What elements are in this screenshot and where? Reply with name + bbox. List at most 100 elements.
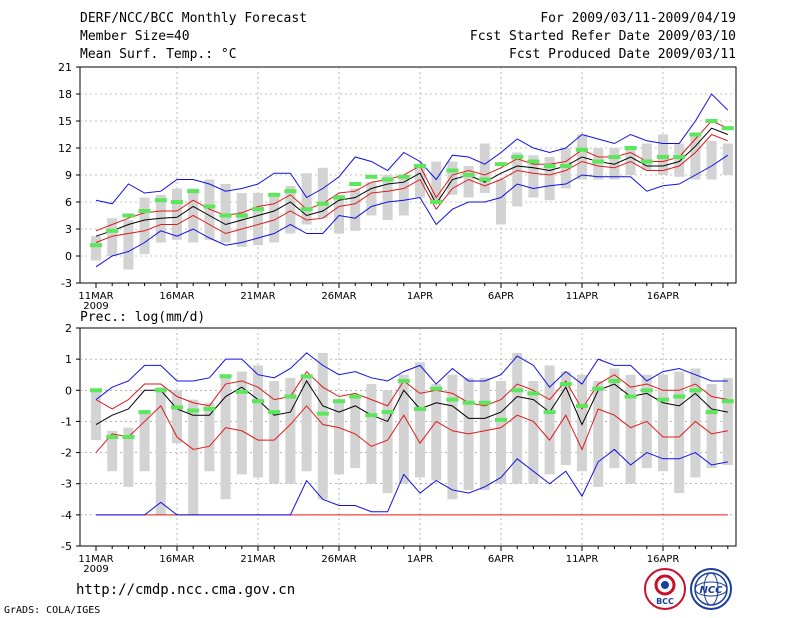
box-bar [544, 365, 555, 475]
mean-marker [90, 243, 102, 248]
box-bar [107, 430, 118, 472]
box-bar [334, 194, 344, 234]
mean-marker [430, 200, 443, 204]
mean-marker [333, 195, 345, 200]
y-tick-label: -3 [61, 277, 72, 290]
box-bar [690, 134, 701, 180]
box-bar [172, 390, 182, 444]
box-bar [463, 166, 474, 198]
mean-marker [721, 399, 734, 404]
mean-marker [673, 155, 686, 159]
mean-marker [252, 207, 264, 212]
y-tick-label: 3 [65, 223, 72, 236]
box-bar [366, 182, 377, 216]
y-tick-label: -1 [61, 415, 72, 428]
x-tick-label: 1APR [407, 554, 433, 565]
mean-marker [592, 159, 605, 164]
mean-marker [527, 159, 540, 164]
min-line [96, 448, 728, 516]
box-bar [172, 188, 182, 240]
lower-quartile-line [95, 133, 728, 243]
x-tick-label: 21MAR [240, 554, 275, 565]
mean-marker [138, 209, 151, 213]
mean-marker [284, 394, 297, 399]
y-tick-label: -5 [61, 540, 72, 553]
mean-marker [430, 386, 443, 391]
box-bar [658, 134, 668, 175]
source-url[interactable]: http://cmdp.ncc.cma.gov.cn [76, 582, 296, 598]
box-bar [398, 176, 409, 216]
mean-marker [640, 159, 653, 164]
box-bar [253, 365, 263, 478]
box-bar [641, 143, 652, 171]
mean-marker [219, 374, 232, 379]
box-bar [301, 173, 312, 225]
mean-marker [414, 406, 426, 411]
y-tick-label: 0 [65, 384, 72, 397]
y-tick-label: 18 [58, 88, 72, 101]
ncc-logo: NCC [690, 568, 732, 610]
mean-marker [495, 162, 507, 167]
box-bar [253, 193, 263, 246]
x-tick-label: 16MAR [159, 291, 194, 302]
y-tick-label: 2 [65, 322, 72, 335]
mean-marker [106, 228, 119, 233]
x-tick-label: 11MAR [78, 554, 113, 565]
precip-chart-title: Prec.: log(mm/d) [80, 310, 205, 325]
y-tick-label: -4 [61, 509, 72, 522]
box-bar [350, 188, 361, 231]
box-bar [609, 368, 620, 469]
upper-quartile-line [95, 120, 729, 232]
box-bar [706, 140, 717, 180]
mean-marker [721, 126, 734, 131]
box-bar [236, 371, 247, 475]
ncc-logo-text: NCC [699, 585, 723, 596]
y-tick-label: -3 [61, 478, 72, 491]
max-line [95, 93, 729, 205]
mean-marker [478, 400, 491, 405]
box-bar [706, 384, 717, 469]
mean-marker [300, 374, 313, 379]
mean-marker [154, 388, 167, 393]
mean-marker [559, 382, 572, 387]
mean-marker [171, 200, 183, 204]
box-bar [593, 380, 604, 487]
box-bar [382, 390, 393, 494]
box-bar [528, 155, 539, 198]
y-tick-label: 0 [65, 250, 72, 263]
box-bar [155, 387, 166, 515]
mean-marker [559, 164, 572, 168]
forecast-period: For 2009/03/11-2009/04/19 [540, 11, 736, 26]
box-bar [220, 184, 231, 243]
mean-marker [268, 410, 281, 415]
x-tick-label: 16APR [647, 554, 680, 565]
box-bar [496, 179, 506, 225]
y-tick-label: 21 [58, 61, 72, 74]
box-bar [123, 220, 134, 270]
mean-marker [333, 399, 345, 404]
x-tick-label: 26MAR [321, 291, 356, 302]
box-bar [139, 412, 150, 472]
temp-chart-title: Mean Surf. Temp.: °C [80, 47, 237, 62]
max-line [95, 352, 728, 401]
mean-marker [122, 213, 135, 218]
ncc-emblem-icon: NCC [694, 572, 728, 606]
box-bar [512, 152, 523, 207]
box-bar [690, 368, 701, 478]
mean-marker [300, 207, 313, 212]
x-tick-label: 11MAR [78, 291, 113, 302]
mean-marker [284, 189, 297, 194]
mean-marker [462, 400, 475, 405]
mean-marker [673, 394, 686, 399]
mean-marker [349, 394, 362, 399]
x-tick-label: 11APR [566, 554, 599, 565]
mean-marker [478, 177, 491, 182]
box-bar [188, 399, 199, 515]
mean-marker [624, 146, 637, 150]
x-tick-label: 11APR [566, 291, 599, 302]
median-line [95, 127, 728, 237]
y-tick-label: 1 [65, 353, 72, 366]
y-tick-label: -2 [61, 447, 72, 460]
mean-marker [705, 119, 718, 123]
mean-marker [252, 399, 264, 404]
